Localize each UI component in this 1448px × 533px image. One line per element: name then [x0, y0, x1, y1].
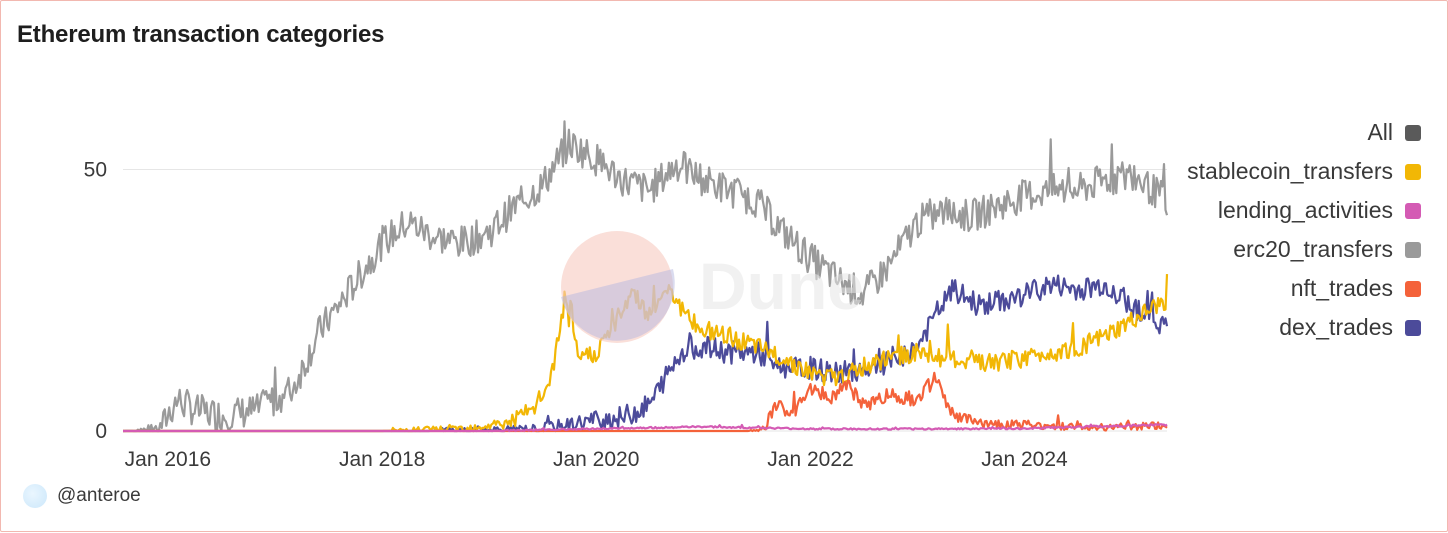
- legend-label: stablecoin_transfers: [1187, 158, 1393, 184]
- legend-swatch-icon: [1405, 241, 1421, 258]
- legend-label: All: [1367, 119, 1393, 145]
- series-line-erc20-transfers: [123, 120, 1169, 433]
- legend-swatch-icon: [1405, 124, 1421, 141]
- y-tick-label: 0: [95, 420, 107, 443]
- axis-layer: 0 50 Jan 2016 Jan 2018 Jan 2020 Jan 2022 Jan 2…: [84, 158, 1068, 471]
- series-layer: [123, 120, 1169, 433]
- legend-item-all[interactable]: All: [1161, 113, 1421, 152]
- legend-swatch-icon: [1405, 202, 1421, 219]
- legend-label: dex_trades: [1279, 314, 1393, 340]
- user-avatar-icon[interactable]: [23, 484, 47, 508]
- chart-title: Ethereum transaction categories: [17, 21, 385, 48]
- legend-label: nft_trades: [1290, 275, 1393, 301]
- legend-item-dex-trades[interactable]: dex_trades: [1161, 308, 1421, 347]
- series-line-lending-activities: [123, 423, 1168, 433]
- legend-item-lending-activities[interactable]: lending_activities: [1161, 191, 1421, 230]
- x-tick-label: Jan 2016: [125, 448, 211, 471]
- series-line-dex-trades: [123, 274, 1169, 433]
- y-tick-label: 50: [84, 158, 107, 181]
- legend-item-nft-trades[interactable]: nft_trades: [1161, 269, 1421, 308]
- x-tick-label: Jan 2022: [767, 448, 853, 471]
- x-tick-label: Jan 2018: [339, 448, 425, 471]
- footer: @anteroe: [23, 484, 141, 508]
- legend-item-stablecoin-transfers[interactable]: stablecoin_transfers: [1161, 152, 1421, 191]
- legend-swatch-icon: [1405, 319, 1421, 336]
- legend-item-erc20-transfers[interactable]: erc20_transfers: [1161, 230, 1421, 269]
- legend-label: erc20_transfers: [1233, 236, 1393, 262]
- legend-label: lending_activities: [1217, 197, 1393, 223]
- legend: All stablecoin_transfers lending_activitie…: [1161, 113, 1421, 347]
- legend-swatch-icon: [1405, 163, 1421, 180]
- x-tick-label: Jan 2020: [553, 448, 639, 471]
- legend-swatch-icon: [1405, 280, 1421, 297]
- author-handle[interactable]: @anteroe: [57, 485, 141, 506]
- x-tick-label: Jan 2024: [981, 448, 1068, 471]
